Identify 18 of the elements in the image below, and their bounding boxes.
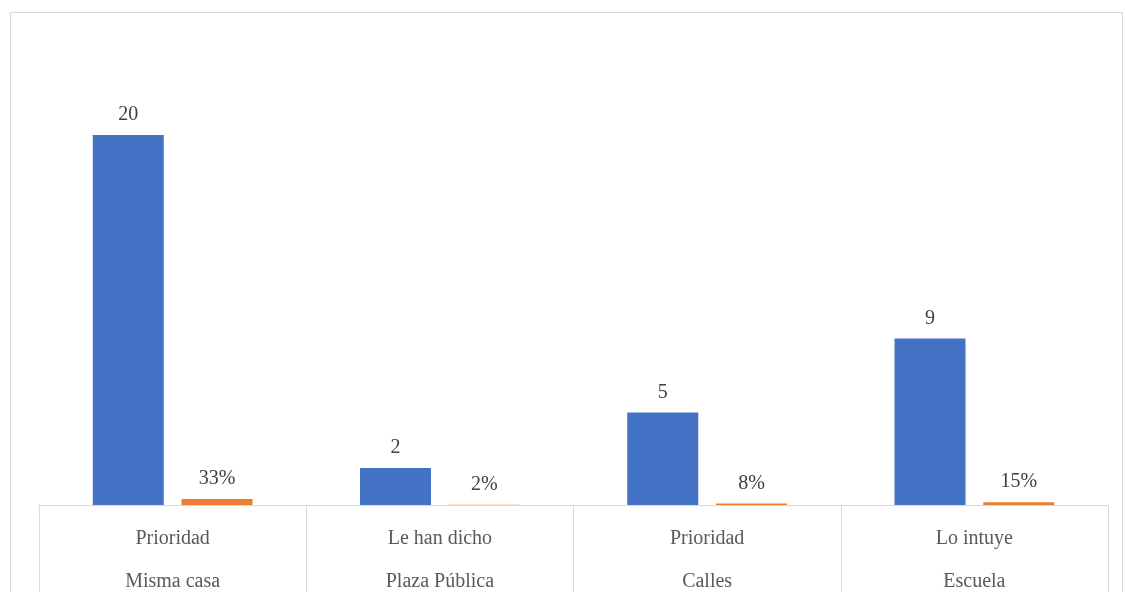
data-label: 5 <box>657 379 668 402</box>
bar <box>360 468 431 505</box>
bar <box>983 502 1055 505</box>
data-label: 2% <box>470 471 498 494</box>
data-label: 33% <box>198 465 236 488</box>
data-label: 20 <box>118 102 139 124</box>
bar <box>894 338 966 505</box>
data-label: 2 <box>390 435 401 457</box>
data-label: 9 <box>925 305 935 328</box>
x-tick-label: Prioridad Calles <box>669 525 745 591</box>
bar <box>181 498 253 505</box>
x-tick-label: Le han dicho Plaza Pública <box>385 525 495 591</box>
x-tick-label: Prioridad Misma casa <box>125 525 221 591</box>
bar <box>627 412 699 505</box>
bar <box>92 135 164 505</box>
x-tick-label: Lo intuye Escuela <box>935 525 1014 591</box>
data-label: 8% <box>738 470 765 493</box>
data-label: 15% <box>1000 469 1038 492</box>
